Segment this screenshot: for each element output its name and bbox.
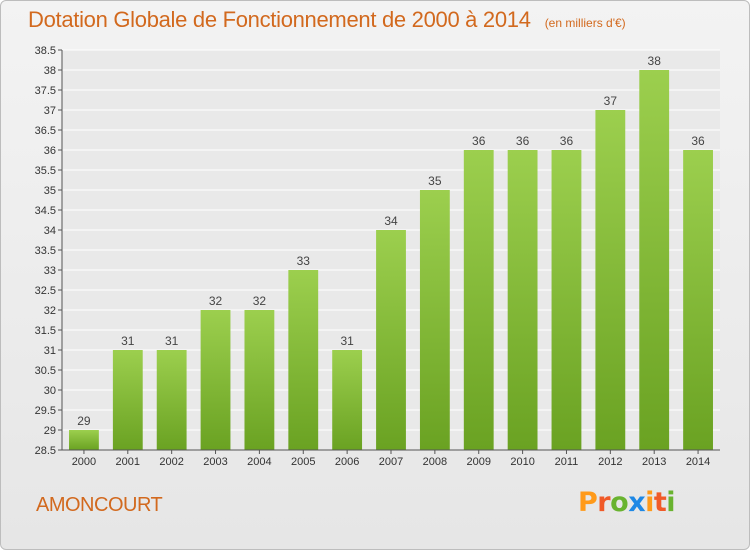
x-tick-label: 2003 [203, 456, 227, 468]
x-tick-label: 2000 [72, 456, 96, 468]
x-tick-label: 2007 [379, 456, 403, 468]
bar-value-label: 32 [253, 294, 267, 308]
x-tick-label: 2004 [247, 456, 271, 468]
bar-value-label: 29 [77, 414, 91, 428]
x-tick-label: 2013 [642, 456, 666, 468]
y-tick-label: 30.5 [35, 365, 56, 377]
proxiti-logo: Proxiti [578, 487, 676, 518]
y-tick-label: 36 [44, 145, 56, 157]
bar-value-label: 36 [691, 134, 705, 148]
y-tick-label: 35.5 [35, 165, 56, 177]
bar-value-label: 36 [516, 134, 530, 148]
bar-value-label: 31 [121, 334, 135, 348]
logo-letter: x [628, 487, 646, 518]
logo-letter: i [666, 487, 676, 518]
x-tick-label: 2012 [598, 456, 622, 468]
x-tick-label: 2001 [116, 456, 140, 468]
bar [683, 150, 713, 450]
bar [639, 70, 670, 450]
y-tick-label: 31 [44, 345, 56, 357]
y-tick-label: 28.5 [35, 445, 56, 457]
bar [156, 350, 187, 450]
bar [551, 150, 582, 450]
logo-letter: r [597, 487, 611, 518]
bar-value-label: 31 [340, 334, 354, 348]
title-unit: (en milliers d'€) [544, 16, 626, 30]
y-tick-label: 29.5 [35, 405, 56, 417]
y-tick-label: 29 [44, 425, 56, 437]
logo-letter: i [645, 487, 654, 518]
y-tick-label: 37.5 [35, 85, 56, 97]
logo-letter: t [653, 487, 667, 518]
bar [419, 190, 450, 450]
y-tick-label: 35 [44, 185, 56, 197]
bar-value-label: 32 [209, 294, 223, 308]
y-tick-label: 30 [44, 385, 56, 397]
x-tick-label: 2005 [291, 456, 315, 468]
x-tick-label: 2006 [335, 456, 359, 468]
y-tick-label: 37 [44, 105, 56, 117]
bar [507, 150, 538, 450]
commune-name: AMONCOURT [36, 494, 163, 516]
logo-letter: o [610, 487, 629, 518]
bar-value-label: 33 [297, 254, 311, 268]
bar-value-label: 35 [428, 174, 442, 188]
logo-letter: P [578, 487, 598, 518]
y-tick-label: 31.5 [35, 325, 56, 337]
chart-title: Dotation Globale de Fonctionnement de 20… [28, 7, 626, 33]
bar-value-label: 31 [165, 334, 179, 348]
x-tick-label: 2008 [423, 456, 447, 468]
y-tick-label: 36.5 [35, 125, 56, 137]
bar-value-label: 36 [560, 134, 574, 148]
x-tick-label: 2010 [510, 456, 534, 468]
bar-value-label: 37 [604, 94, 618, 108]
bar [69, 430, 99, 450]
bar [332, 350, 363, 450]
y-tick-label: 32 [44, 305, 56, 317]
bar [112, 350, 143, 450]
x-tick-label: 2011 [555, 456, 579, 468]
x-tick-label: 2002 [159, 456, 183, 468]
bar [200, 310, 231, 450]
bar [463, 150, 494, 450]
bar [376, 230, 406, 450]
bar-value-label: 36 [472, 134, 486, 148]
bar [288, 270, 319, 450]
y-tick-label: 38 [44, 65, 56, 77]
title-text: Dotation Globale de Fonctionnement de 20… [28, 7, 531, 32]
bar [595, 110, 626, 450]
y-tick-label: 38.5 [35, 45, 56, 57]
x-tick-label: 2014 [686, 456, 710, 468]
bar-value-label: 38 [648, 54, 662, 68]
y-tick-label: 33 [44, 265, 56, 277]
bar [244, 310, 275, 450]
y-tick-label: 34 [44, 225, 56, 237]
y-tick-label: 32.5 [35, 285, 56, 297]
x-tick-label: 2009 [466, 456, 490, 468]
bar-value-label: 34 [384, 214, 398, 228]
y-tick-label: 34.5 [35, 205, 56, 217]
y-tick-label: 33.5 [35, 245, 56, 257]
